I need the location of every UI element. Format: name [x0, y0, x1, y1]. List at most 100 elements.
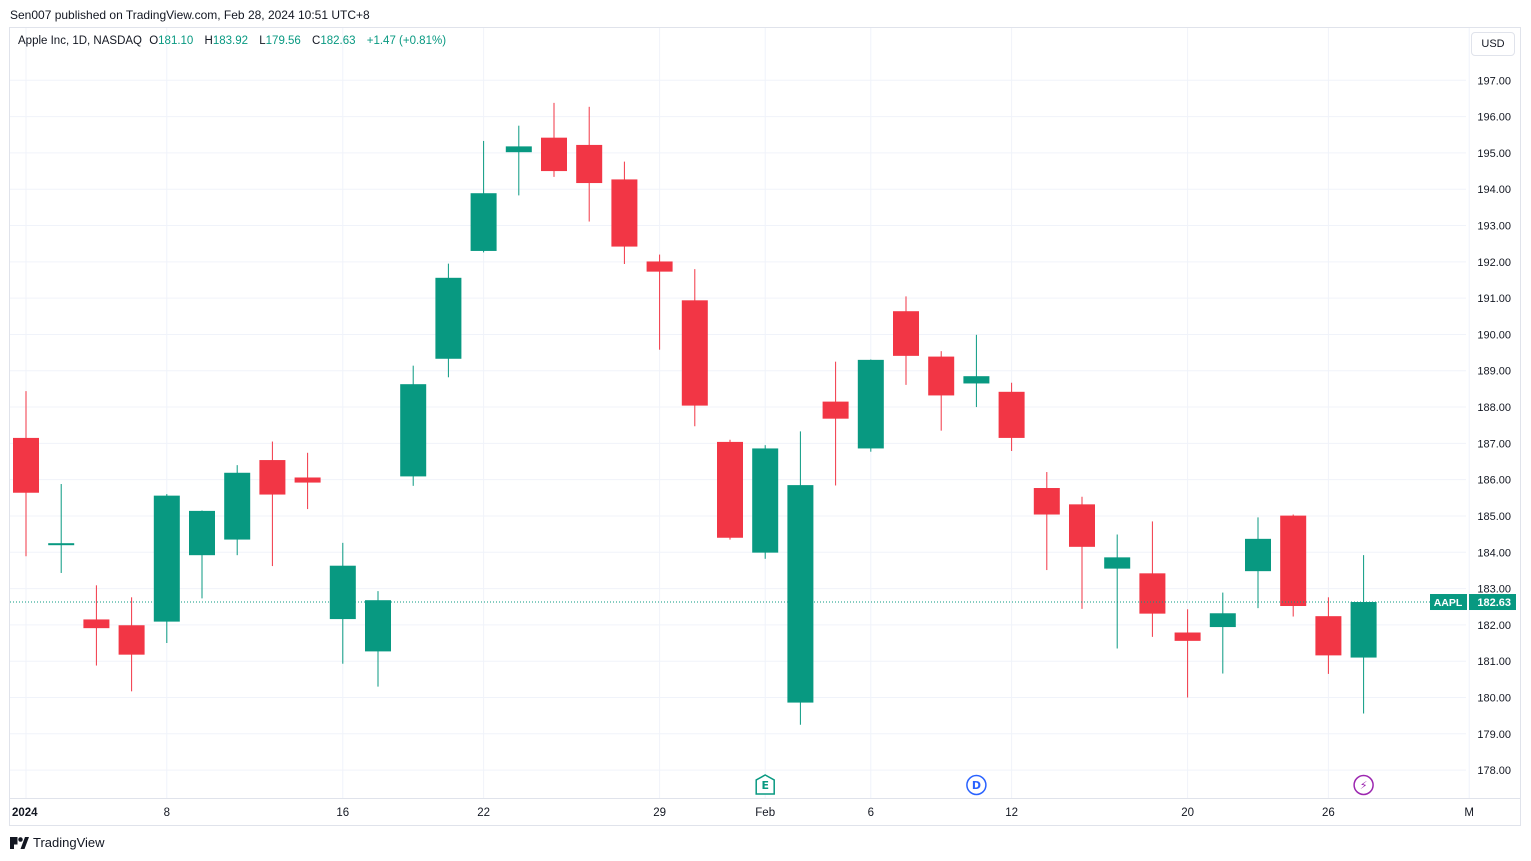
candle	[189, 510, 215, 599]
lightning-icon: ⚡	[1353, 774, 1374, 796]
high-value: 183.92	[212, 35, 249, 47]
candle-body	[83, 619, 110, 629]
candle-body	[717, 441, 743, 538]
open-label: O	[149, 35, 159, 47]
x-tick-label: 2024	[12, 807, 38, 819]
candle-body	[13, 437, 39, 493]
candle-body	[893, 311, 919, 356]
candle	[13, 391, 39, 557]
x-tick-label: 20	[1181, 807, 1194, 819]
candle-body	[259, 460, 286, 495]
legend-open: O181.10	[149, 35, 197, 47]
candle-body	[541, 137, 567, 172]
symbol-tag	[1430, 594, 1467, 611]
close-label: C	[312, 35, 321, 47]
x-tick-label: Feb	[755, 807, 775, 819]
candle	[435, 263, 462, 378]
published-caption: Sen007 published on TradingView.com, Feb…	[10, 8, 370, 22]
candle-body	[1139, 573, 1166, 614]
y-tick-label: 187.00	[1477, 438, 1511, 450]
candle-body	[189, 510, 215, 556]
y-tick-label: 193.00	[1477, 221, 1511, 233]
candle-body	[470, 193, 497, 251]
y-tick-label: 196.00	[1477, 112, 1511, 124]
candle	[1280, 514, 1307, 617]
candle	[153, 494, 180, 644]
candle-body	[435, 277, 462, 359]
y-tick-label: 186.00	[1477, 475, 1511, 487]
candle-body	[118, 625, 145, 655]
candle-body	[329, 565, 356, 620]
footer-brand: TradingView	[10, 835, 105, 850]
price-tag-label: 182.63	[1477, 597, 1511, 609]
candle-body	[611, 179, 638, 247]
candle-body	[787, 485, 814, 703]
marker-label: ⚡	[1360, 779, 1368, 792]
candle-body	[576, 144, 603, 184]
legend-low: L179.56	[259, 35, 305, 47]
candle	[541, 102, 567, 177]
y-tick-label: 184.00	[1477, 547, 1511, 559]
candle-body	[1069, 504, 1095, 547]
y-tick-label: 179.00	[1477, 729, 1511, 741]
symbol-tag-label: AAPL	[1434, 597, 1463, 609]
chart-legend: Apple Inc, 1D, NASDAQ O181.10 H183.92 L1…	[18, 35, 450, 47]
candle	[48, 484, 75, 573]
x-tick-label: 22	[477, 807, 490, 819]
candle	[1350, 555, 1377, 714]
legend-change: +1.47 (+0.81%)	[366, 35, 447, 47]
price-tag	[1469, 594, 1516, 611]
marker-label: E	[761, 779, 769, 792]
y-tick-label: 189.00	[1477, 366, 1511, 378]
candle	[576, 106, 603, 222]
grid-lines	[10, 28, 1470, 798]
candle	[857, 359, 884, 452]
marker-circle	[1353, 774, 1374, 796]
candle-body	[365, 600, 391, 652]
candle	[224, 465, 251, 556]
candle-body	[153, 495, 180, 622]
candle-body	[1104, 557, 1131, 569]
y-tick-label: 191.00	[1477, 293, 1511, 305]
open-value: 181.10	[158, 35, 194, 47]
candle	[717, 439, 743, 540]
candle	[294, 452, 321, 510]
earnings-icon: E	[755, 774, 775, 795]
marker-label: D	[972, 779, 981, 792]
y-tick-label: 188.00	[1477, 402, 1511, 414]
dividend-icon: D	[966, 774, 987, 796]
y-tick-label: 182.00	[1477, 620, 1511, 632]
candle-body	[1315, 616, 1342, 656]
y-tick-label: 190.00	[1477, 329, 1511, 341]
y-tick-label: 185.00	[1477, 511, 1511, 523]
footer-brand-label: TradingView	[33, 835, 105, 850]
candle-body	[822, 401, 849, 419]
x-tick-label: 29	[653, 807, 666, 819]
y-tick-label: 194.00	[1477, 184, 1511, 196]
candle	[998, 382, 1025, 451]
candle-body	[752, 448, 779, 553]
candle-body	[646, 261, 673, 272]
candle	[893, 296, 919, 385]
currency-button[interactable]: USD	[1471, 32, 1515, 56]
marker-circle	[966, 774, 987, 796]
candle	[1174, 609, 1201, 698]
candle	[329, 542, 356, 664]
y-tick-label: 195.00	[1477, 148, 1511, 160]
y-tick-label: 192.00	[1477, 257, 1511, 269]
candle-body	[928, 356, 955, 396]
candle-body	[294, 477, 321, 483]
low-label: L	[259, 35, 266, 47]
candle-body	[224, 472, 251, 540]
candle	[787, 431, 814, 725]
candle	[400, 365, 427, 486]
candle-body	[1174, 632, 1201, 641]
candle-body	[1350, 602, 1377, 658]
y-tick-label: 181.00	[1477, 656, 1511, 668]
candle-body	[1280, 515, 1307, 607]
legend-title: Apple Inc, 1D, NASDAQ	[18, 35, 142, 47]
candle	[83, 585, 110, 666]
candle-body	[1245, 538, 1271, 572]
candle	[259, 441, 286, 567]
